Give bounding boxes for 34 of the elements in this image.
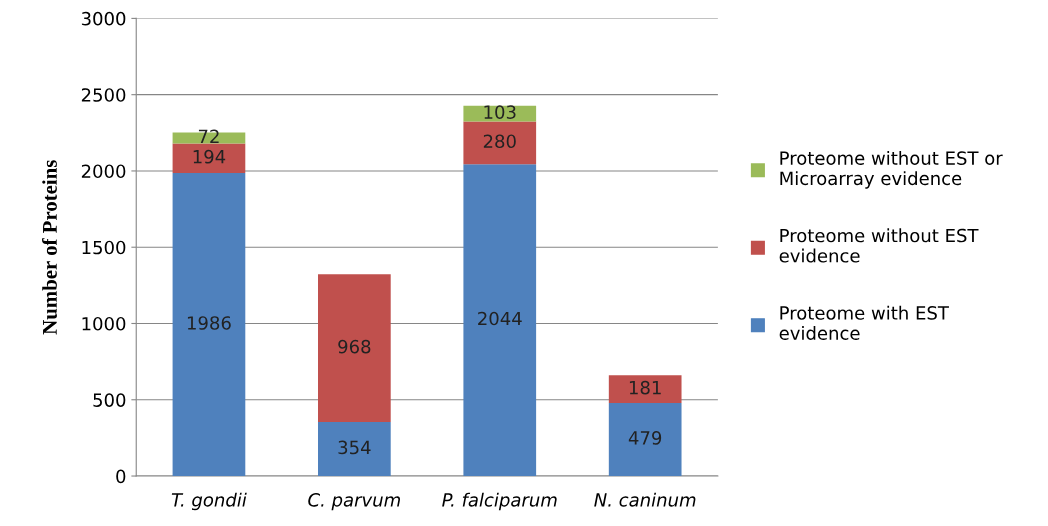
bar (318, 422, 391, 477)
legend-label: Proteome without EST or Microarray evidence (780, 150, 1003, 189)
data-label: 354 (338, 440, 371, 455)
y-axis-title: Number of Proteins (42, 160, 57, 335)
data-label: 72 (198, 129, 219, 143)
data-label: 2044 (478, 311, 522, 326)
y-tick-label: 1000 (82, 316, 126, 331)
y-tick-label: 2000 (81, 164, 126, 179)
data-label: 968 (338, 339, 371, 354)
y-tick-label: 2500 (81, 88, 126, 102)
y-tick-label: 500 (93, 393, 126, 407)
bar (608, 402, 682, 477)
legend-label: Proteome with EST evidence (779, 305, 949, 340)
data-label: 194 (193, 149, 226, 164)
data-label: 479 (628, 431, 662, 445)
bar (172, 143, 246, 174)
data-label: 181 (629, 380, 661, 395)
y-tick-label: 1500 (82, 240, 126, 255)
data-label: 103 (484, 105, 516, 119)
x-tick-label: T. gondii (171, 492, 247, 511)
y-tick-label: 3000 (81, 11, 126, 26)
bar (463, 164, 537, 477)
bar (463, 105, 537, 122)
y-tick-label: 0 (116, 469, 126, 484)
data-label: 1986 (187, 316, 231, 330)
x-tick-label: C. parvum (308, 493, 400, 511)
legend-label: Proteome without EST evidence (779, 228, 979, 263)
x-tick-label: P. falciparum (442, 492, 557, 511)
bar (463, 121, 537, 165)
bar (172, 173, 246, 477)
bar (318, 274, 391, 423)
bar (608, 375, 682, 403)
data-label: 280 (483, 134, 516, 149)
x-tick-label: N. caninum (594, 492, 696, 507)
